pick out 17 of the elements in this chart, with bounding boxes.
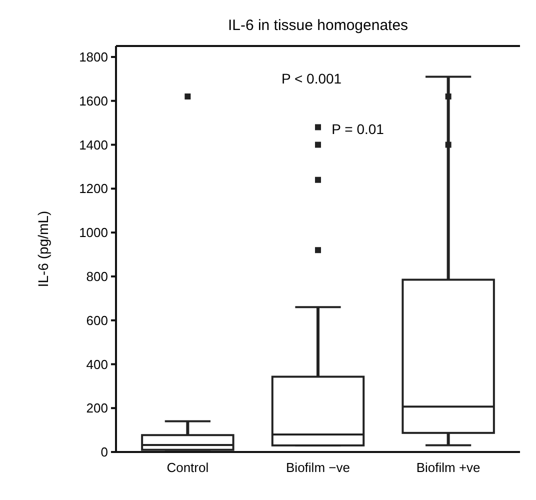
y-tick-label: 600 bbox=[86, 312, 108, 328]
y-tick-label: 1600 bbox=[79, 93, 108, 108]
y-tick-label: 400 bbox=[86, 356, 108, 372]
annotation: P = 0.01 bbox=[332, 120, 384, 137]
y-tick-label: 800 bbox=[86, 268, 108, 284]
y-tick-label: 0 bbox=[100, 444, 108, 460]
chart-title: IL-6 in tissue homogenates bbox=[228, 17, 408, 34]
annotation: P < 0.001 bbox=[282, 70, 342, 86]
x-tick-label: Biofilm +ve bbox=[416, 460, 480, 475]
y-tick-label: 1800 bbox=[79, 50, 108, 65]
y-tick-label: 1200 bbox=[79, 181, 108, 196]
y-tick-label: 200 bbox=[86, 400, 108, 416]
y-tick-label: 1400 bbox=[79, 137, 108, 152]
x-tick-label: Control bbox=[166, 460, 209, 475]
y-axis-title: IL-6 (pg/mL) bbox=[35, 210, 51, 288]
x-tick-label: Biofilm −ve bbox=[286, 460, 350, 475]
y-tick-label: 1000 bbox=[79, 225, 108, 240]
